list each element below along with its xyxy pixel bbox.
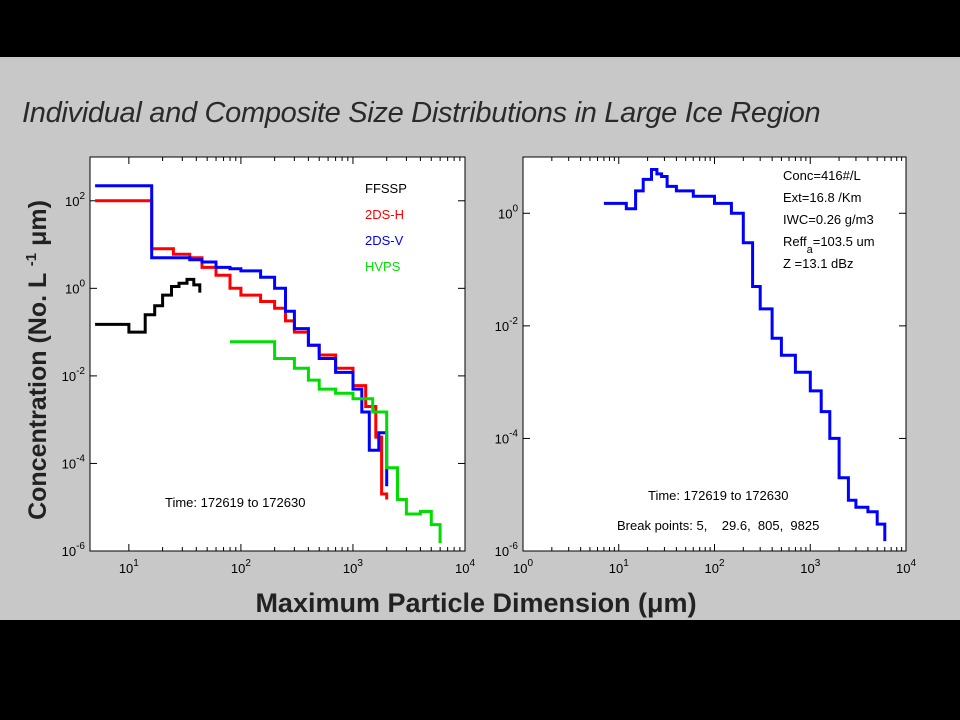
top-black-band: [0, 0, 960, 57]
stats-annotation-4: Z =13.1 dBz: [783, 256, 853, 271]
slide-title: Individual and Composite Size Distributi…: [22, 97, 821, 129]
break-points-annotation: Break points: 5, 29.6, 805, 9825: [617, 518, 819, 533]
y-label-tail: μm): [24, 200, 52, 253]
bottom-black-band: [0, 620, 960, 720]
tick-label-y-0: 10-6: [495, 541, 519, 559]
tick-label-y-2: 10-2: [495, 316, 519, 334]
y-label-exponent: -1: [23, 253, 40, 266]
legend-entry-2ds-h: 2DS-H: [365, 207, 404, 222]
tick-label-y-4: 102: [65, 191, 85, 209]
tick-label-y-0: 10-6: [62, 541, 86, 559]
series-line-hvps: [230, 340, 442, 544]
series-line-ffssp: [95, 277, 202, 334]
tick-label-x-2: 103: [343, 558, 363, 576]
tick-label-x-4: 104: [896, 558, 916, 576]
time-annotation-right: Time: 172619 to 172630: [648, 488, 788, 503]
left-plot: 101 102 103 104 10-6 10-4 10-2 100 102 FFSSP 2DS-H…: [62, 156, 475, 576]
tick-label-y-1: 10-4: [495, 428, 519, 446]
series-line-composite: [603, 168, 887, 542]
tick-label-y-1: 10-4: [62, 453, 86, 471]
tick-label-x-3: 103: [800, 558, 820, 576]
plot-area: [89, 156, 466, 552]
right-plot: 100 101 102 103 104 10-6 10-4 10-2 100 Conc=416#/…: [495, 156, 916, 576]
tick-label-x-2: 102: [704, 558, 724, 576]
tick-label-x-1: 101: [609, 558, 629, 576]
tick-label-x-3: 104: [455, 558, 475, 576]
legend-entry-2ds-v: 2DS-V: [365, 233, 404, 248]
stats-annotation-3: Reffa=103.5 um: [783, 234, 875, 256]
tick-label-y-3: 100: [498, 203, 518, 221]
x-axis-label: Maximum Particle Dimension (μm): [255, 588, 696, 618]
plot-area: [522, 156, 907, 552]
stats-annotation-2: IWC=0.26 g/m3: [783, 212, 874, 227]
y-axis-label: Concentration (No. L -1 μm): [23, 200, 52, 520]
time-annotation: Time: 172619 to 172630: [165, 495, 305, 510]
tick-label-x-0: 101: [119, 558, 139, 576]
stats-annotation-1: Ext=16.8 /Km: [783, 190, 861, 205]
series-line-2ds-h: [95, 199, 389, 500]
y-axis-label-text: Concentration (No. L: [24, 273, 52, 520]
tick-label-y-2: 10-2: [62, 366, 86, 384]
tick-label-x-0: 100: [513, 558, 533, 576]
legend-entry-hvps: HVPS: [365, 259, 401, 274]
series-line-2ds-v: [95, 184, 389, 487]
tick-label-x-1: 102: [231, 558, 251, 576]
tick-label-y-3: 100: [65, 278, 85, 296]
legend-entry-ffssp: FFSSP: [365, 181, 407, 196]
stats-annotation-0: Conc=416#/L: [783, 168, 861, 183]
